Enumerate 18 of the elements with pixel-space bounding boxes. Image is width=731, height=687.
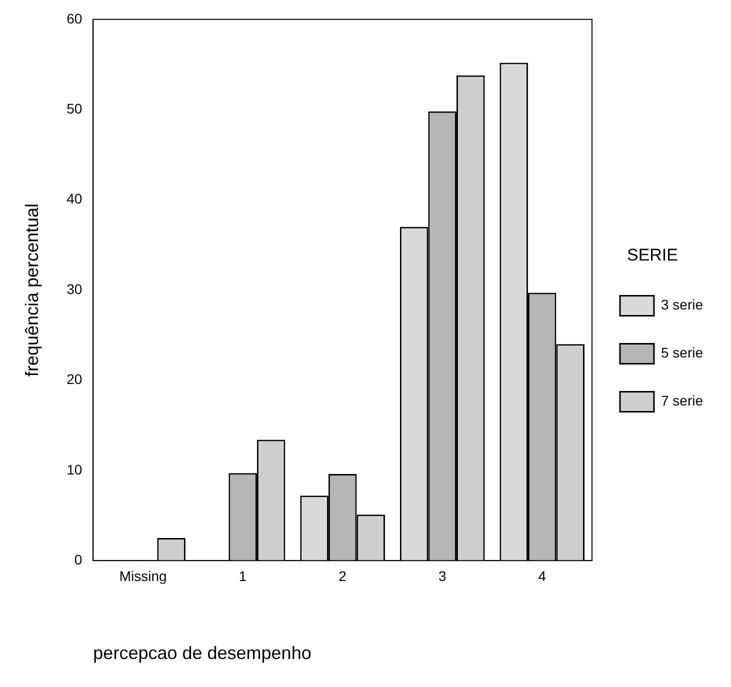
y-tick-label: 40 [66,190,82,207]
y-tick-label: 60 [66,10,82,26]
y-axis-title: frequência percentual [22,203,42,377]
y-tick-label: 50 [66,100,82,116]
x-tick-label: 2 [338,568,347,584]
legend-label: 5 serie [660,344,704,361]
legend-label: 3 serie [660,296,704,313]
legend-label: 7 serie [660,392,704,409]
x-tick-label: 3 [438,568,446,584]
y-tick-label: 10 [66,461,82,478]
x-tick-label: 4 [538,568,546,584]
x-axis-title: percepcao de desempenho [93,643,312,664]
y-tick-label: 0 [74,551,82,568]
y-tick-label: 30 [66,280,82,297]
x-tick-label: 1 [238,568,247,584]
y-tick-label: 20 [66,371,82,388]
x-tick-label: Missing [119,568,167,584]
legend-title: SERIE [626,245,678,264]
